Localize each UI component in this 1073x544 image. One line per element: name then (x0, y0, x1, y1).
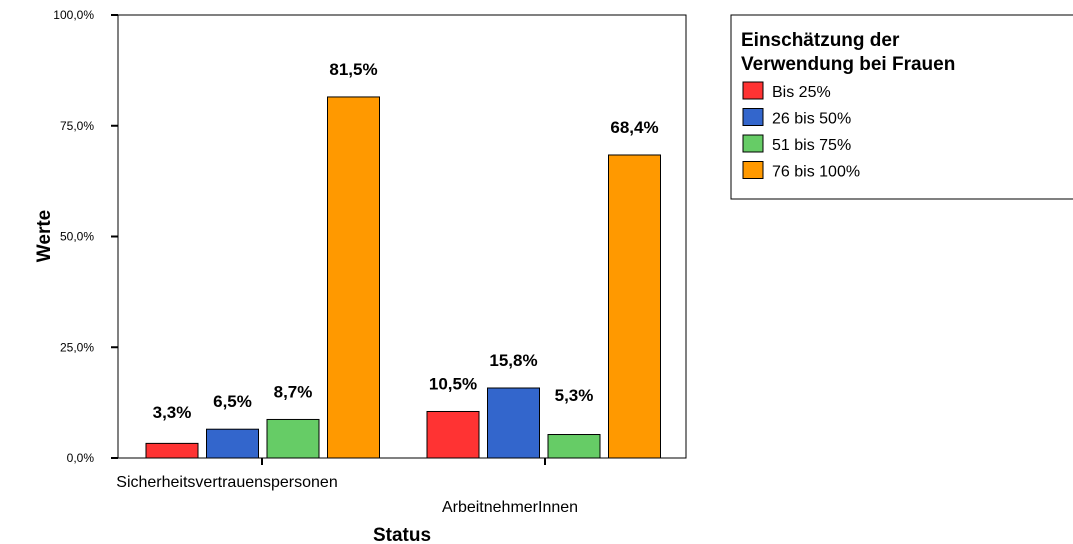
legend-swatch (742, 81, 764, 100)
x-category-label: ArbeitnehmerInnen (442, 499, 578, 516)
plot-frame (117, 14, 687, 459)
legend-box (730, 14, 1073, 200)
x-axis-title: Status (373, 525, 431, 544)
data-label-2-2: 15,8% (489, 351, 537, 370)
data-label-2-1: 10,5% (429, 374, 477, 393)
y-tick-label: 100,0% (53, 8, 94, 22)
bar-2-4 (608, 154, 661, 459)
x-axis: Sicherheitsvertrauenspersonen Arbeitnehme… (116, 458, 578, 516)
y-axis: 0,0% 25,0% 50,0% 75,0% 100,0% (53, 8, 118, 465)
legend-item-label: 51 bis 75% (772, 137, 851, 154)
data-label-1-3: 8,7% (274, 382, 313, 401)
legend-swatch (742, 134, 764, 153)
bar-1-4 (327, 96, 380, 459)
x-category-label: Sicherheitsvertrauenspersonen (116, 474, 337, 491)
y-tick-label: 50,0% (60, 230, 94, 244)
data-label-1-1: 3,3% (153, 403, 192, 422)
data-label-1-2: 6,5% (213, 392, 252, 411)
y-tick-label: 75,0% (60, 119, 94, 133)
data-labels: 3,3% 6,5% 8,7% 81,5% 10,5% 15,8% 5,3% 68,4% (153, 60, 659, 422)
legend-swatch (742, 161, 764, 179)
plot-area (117, 14, 687, 459)
legend-swatch (742, 108, 764, 126)
y-tick-label: 0,0% (67, 451, 95, 465)
bar-2-1 (426, 410, 480, 459)
legend-item-label: 76 bis 100% (772, 164, 860, 181)
legend-item-label: 26 bis 50% (772, 111, 851, 128)
bars (145, 96, 661, 459)
legend-item-label: Bis 25% (772, 84, 831, 101)
bar-2-3 (547, 434, 601, 459)
bar-1-3 (266, 418, 320, 459)
bar-1-2 (206, 428, 259, 459)
legend-title-line1: Einschätzung der (741, 30, 900, 51)
bar-2-2 (487, 387, 540, 459)
legend: Einschätzung der Verwendung bei Frauen B… (730, 14, 1073, 200)
legend-title-line2: Verwendung bei Frauen (741, 54, 955, 75)
y-tick-label: 25,0% (60, 340, 94, 354)
data-label-2-3: 5,3% (555, 386, 594, 405)
bar-1-1 (145, 442, 199, 459)
data-label-2-4: 68,4% (610, 118, 658, 137)
y-axis-title: Werte (34, 210, 55, 262)
data-label-1-4: 81,5% (329, 60, 377, 79)
